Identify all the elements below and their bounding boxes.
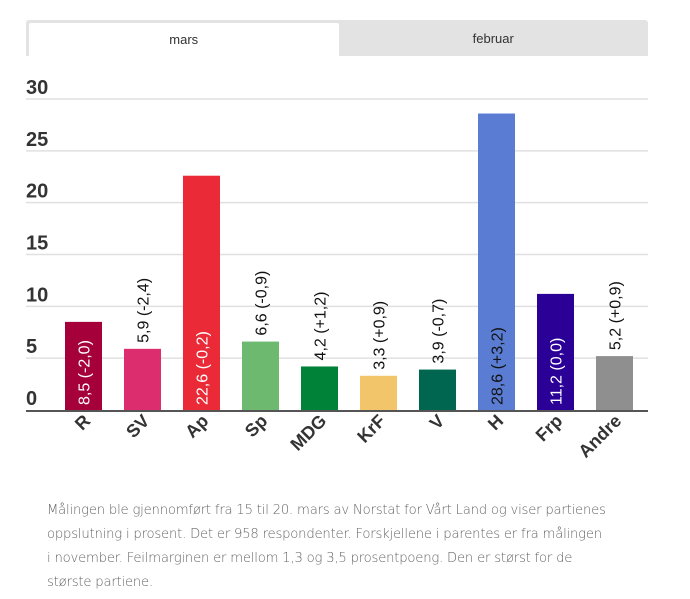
x-tick-label: Sp <box>241 411 271 441</box>
bar-h <box>478 113 515 410</box>
x-tick-label: V <box>426 411 449 434</box>
data-label: 4,2 (+1,2) <box>313 292 330 361</box>
tab-februar[interactable]: februar <box>472 30 514 46</box>
data-labels: 8,5 (-2,0) 5,9 (-2,4) 22,6 (-0,2) 6,6 (-0,9… <box>77 271 625 405</box>
bar-frp <box>537 293 574 410</box>
y-tick-label: 10 <box>26 284 48 306</box>
bar-chart: 0 5 10 15 20 25 30 R SV Ap Sp MDG KrF V H Frp Andre 8,5… <box>26 77 648 462</box>
data-label: 6,6 (-0,9) <box>254 271 271 336</box>
x-tick-label: Frp <box>532 411 567 446</box>
tab-mars[interactable]: mars <box>29 23 339 56</box>
y-tick-label: 30 <box>26 77 48 99</box>
data-label: 3,3 (+0,9) <box>372 301 389 370</box>
data-label: 22,6 (-0,2) <box>195 331 212 405</box>
bar-krf <box>360 375 397 410</box>
x-tick-label: Ap <box>181 411 212 442</box>
bar-r <box>65 321 102 410</box>
y-tick-label: 20 <box>26 181 48 203</box>
y-tick-label: 15 <box>26 233 48 255</box>
data-label: 8,5 (-2,0) <box>77 340 94 405</box>
chart-caption: Målingen ble gjennomført fra 15 til 20. … <box>47 503 606 590</box>
x-tick-label: Andre <box>574 411 625 462</box>
x-tick-label: KrF <box>353 411 389 447</box>
data-label: 28,6 (+3,2) <box>490 327 507 405</box>
y-tick-label: 5 <box>26 336 37 358</box>
data-label: 5,9 (-2,4) <box>136 278 153 343</box>
bar-sv <box>124 348 161 410</box>
data-label: 5,2 (+0,9) <box>608 281 625 350</box>
bars <box>65 113 633 410</box>
bar-v <box>419 369 456 410</box>
data-label: 3,9 (-0,7) <box>431 299 448 364</box>
x-tick-label: R <box>71 411 94 434</box>
x-tick-label: H <box>484 411 507 434</box>
bar-mdg <box>301 366 338 410</box>
period-tabs: mars februar <box>26 20 648 56</box>
y-tick-label: 0 <box>26 388 37 410</box>
bar-sp <box>242 341 279 410</box>
bar-andre <box>596 356 633 410</box>
y-axis-ticks: 0 5 10 15 20 25 30 <box>26 77 48 410</box>
x-axis-ticks: R SV Ap Sp MDG KrF V H Frp Andre <box>71 411 625 462</box>
y-tick-label: 25 <box>26 129 48 151</box>
x-tick-label: MDG <box>286 411 330 455</box>
data-label: 11,2 (0,0) <box>549 338 566 405</box>
bar-ap <box>183 175 220 410</box>
x-tick-label: SV <box>122 411 153 442</box>
